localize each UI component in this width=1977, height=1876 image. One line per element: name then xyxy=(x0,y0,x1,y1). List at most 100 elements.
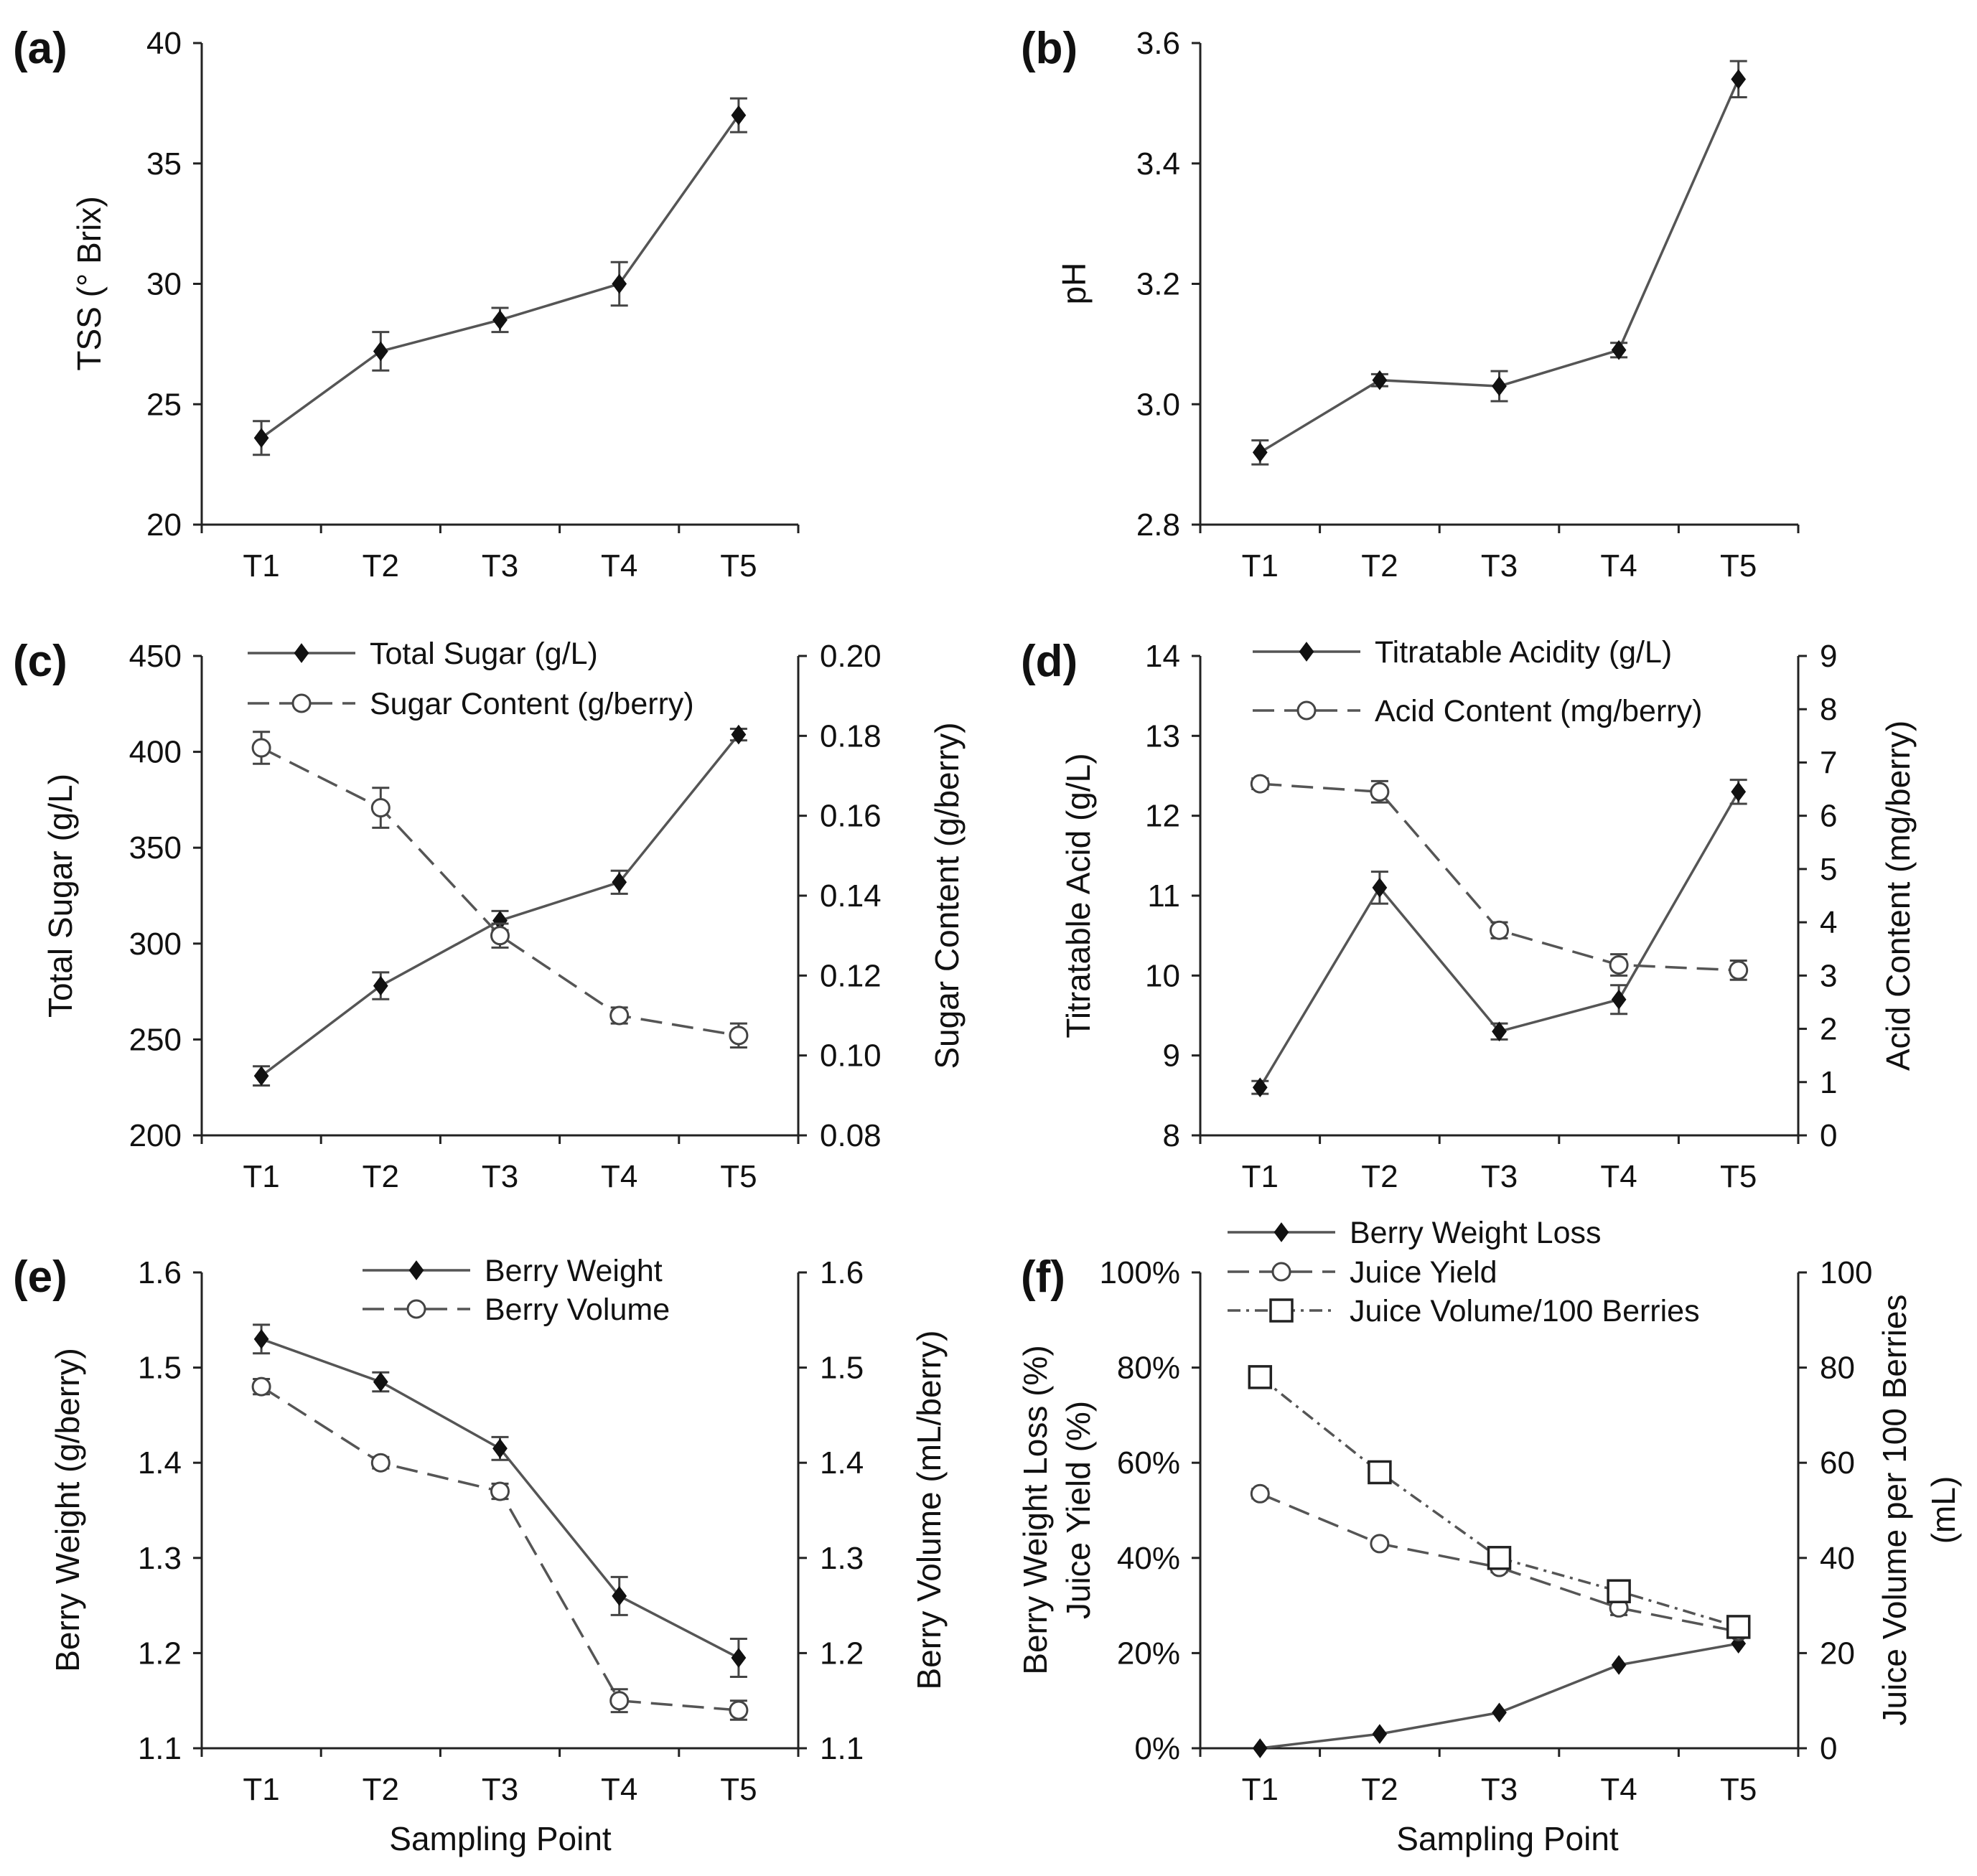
data-point xyxy=(1252,1077,1268,1098)
x-tick-label: T1 xyxy=(243,1159,279,1194)
y2-tick-label: 9 xyxy=(1820,639,1837,674)
y-tick-label: 350 xyxy=(129,830,182,866)
y2-tick-label: 2 xyxy=(1820,1012,1837,1047)
panel-label: (e) xyxy=(13,1252,67,1302)
legend-entry: Juice Volume/100 Berries xyxy=(1228,1294,1700,1328)
data-point xyxy=(1731,69,1747,90)
legend-entry: Total Sugar (g/L) xyxy=(248,637,598,671)
y2-tick-label: 80 xyxy=(1820,1351,1855,1386)
y2-tick-label: 6 xyxy=(1820,799,1837,834)
x-tick-label: T5 xyxy=(720,1159,757,1194)
data-point xyxy=(251,1376,271,1397)
data-point xyxy=(253,1066,269,1087)
y2-axis-title: Juice Volume per 100 Berries xyxy=(1876,1295,1913,1726)
y2-axis-title: Sugar Content (g/berry) xyxy=(928,722,966,1069)
data-point xyxy=(1611,339,1627,360)
y-tick-label: 3.4 xyxy=(1136,146,1180,182)
data-point xyxy=(612,1586,627,1606)
series-juice-volume-100-berries xyxy=(1248,1365,1751,1639)
legend-marker xyxy=(294,643,309,663)
panel-c: (c) 200 250 300 350 400 450 0.08 0.10 0.12 0.14 0.1… xyxy=(13,637,966,1194)
y-tick-label: 300 xyxy=(129,927,182,962)
series-titratable-acidity-g-l- xyxy=(1251,779,1747,1098)
x-tick-label: T2 xyxy=(363,1772,399,1807)
legend-entry: Titratable Acidity (g/L) xyxy=(1253,635,1672,670)
x-tick-label: T3 xyxy=(482,548,518,583)
y-axis-title-2: Juice Yield (%) xyxy=(1060,1401,1097,1619)
panel-b: (b) 2.8 3.0 3.2 3.4 3.6 T1 T2 T3 T4 T5 pH xyxy=(1021,24,1800,583)
y2-axis-title: Berry Volume (mL/berry) xyxy=(910,1330,948,1689)
y-axis-title: Berry Weight (g/berry) xyxy=(49,1348,86,1672)
data-point xyxy=(731,105,747,126)
legend-label: Juice Volume/100 Berries xyxy=(1350,1294,1700,1328)
y-tick-label: 1.6 xyxy=(138,1255,182,1290)
legend-label: Titratable Acidity (g/L) xyxy=(1375,635,1672,670)
series-berry-weight xyxy=(253,1323,747,1679)
y2-tick-label: 3 xyxy=(1820,958,1837,993)
y2-tick-label: 0.16 xyxy=(820,799,882,834)
y-tick-label: 250 xyxy=(129,1022,182,1057)
series-line xyxy=(261,746,739,1037)
x-tick-label: T2 xyxy=(363,548,399,583)
legend-entry: Juice Yield xyxy=(1228,1255,1497,1290)
x-tick-label: T2 xyxy=(363,1159,399,1194)
data-point xyxy=(253,1328,269,1349)
legend-marker xyxy=(1273,1222,1289,1242)
x-tick-label: T1 xyxy=(1242,548,1279,583)
y-axis-title: Titratable Acid (g/L) xyxy=(1060,753,1097,1038)
y2-tick-label: 0.14 xyxy=(820,878,882,914)
data-point xyxy=(373,341,388,362)
y2-tick-label: 0 xyxy=(1820,1118,1837,1153)
x-tick-label: T5 xyxy=(1720,1159,1757,1194)
legend-label: Total Sugar (g/L) xyxy=(370,637,598,671)
series-acid-content-mg-berry- xyxy=(1250,774,1749,981)
data-point xyxy=(731,1648,747,1668)
y2-tick-label: 0.12 xyxy=(820,958,882,993)
y-tick-label: 12 xyxy=(1145,799,1180,834)
x-tick-label: T1 xyxy=(243,548,279,583)
y2-tick-label: 1.2 xyxy=(820,1636,864,1671)
y2-tick-label: 1.4 xyxy=(820,1445,864,1481)
y-tick-label: 200 xyxy=(129,1118,182,1153)
y-tick-label: 25 xyxy=(146,387,182,422)
series-line xyxy=(1260,1642,1739,1750)
legend-entry: Berry Weight xyxy=(363,1254,663,1288)
legend-entry: Sugar Content (g/berry) xyxy=(248,687,694,721)
data-point xyxy=(731,724,747,745)
legend-entry: Berry Volume xyxy=(363,1293,670,1327)
legend-marker xyxy=(1271,1262,1291,1282)
data-point xyxy=(490,1481,510,1501)
y2-tick-label: 0.10 xyxy=(820,1038,882,1074)
y-tick-label: 3.6 xyxy=(1136,26,1180,61)
legend-marker xyxy=(408,1260,424,1280)
data-point xyxy=(1370,782,1390,802)
y-tick-label: 30 xyxy=(146,267,182,302)
series-tss xyxy=(253,97,747,456)
data-point xyxy=(1250,1483,1270,1504)
y-tick-label: 20 xyxy=(146,507,182,543)
series-line xyxy=(1259,1492,1739,1633)
legend-label: Berry Weight Loss xyxy=(1350,1216,1602,1250)
y-axis-title: pH xyxy=(1055,263,1093,305)
data-point xyxy=(1607,1579,1631,1603)
series-line xyxy=(1260,782,1739,972)
y-tick-label: 1.1 xyxy=(138,1731,182,1766)
y2-tick-label: 1 xyxy=(1820,1065,1837,1100)
legend-marker xyxy=(1269,1298,1294,1323)
y2-tick-label: 20 xyxy=(1820,1636,1855,1671)
legend-label: Juice Yield xyxy=(1350,1255,1497,1290)
data-point xyxy=(1490,920,1509,940)
panel-label: (b) xyxy=(1021,24,1078,73)
data-point xyxy=(609,1005,630,1026)
x-tick-label: T4 xyxy=(1600,1772,1637,1807)
x-tick-label: T4 xyxy=(601,1772,637,1807)
legend-label: Berry Weight xyxy=(485,1254,663,1288)
x-tick-label: T3 xyxy=(1481,1772,1518,1807)
data-point xyxy=(1726,1615,1751,1639)
legend-entry: Berry Weight Loss xyxy=(1228,1216,1602,1250)
data-point xyxy=(1372,370,1388,390)
x-tick-label: T2 xyxy=(1361,1159,1398,1194)
data-point xyxy=(729,1700,749,1720)
